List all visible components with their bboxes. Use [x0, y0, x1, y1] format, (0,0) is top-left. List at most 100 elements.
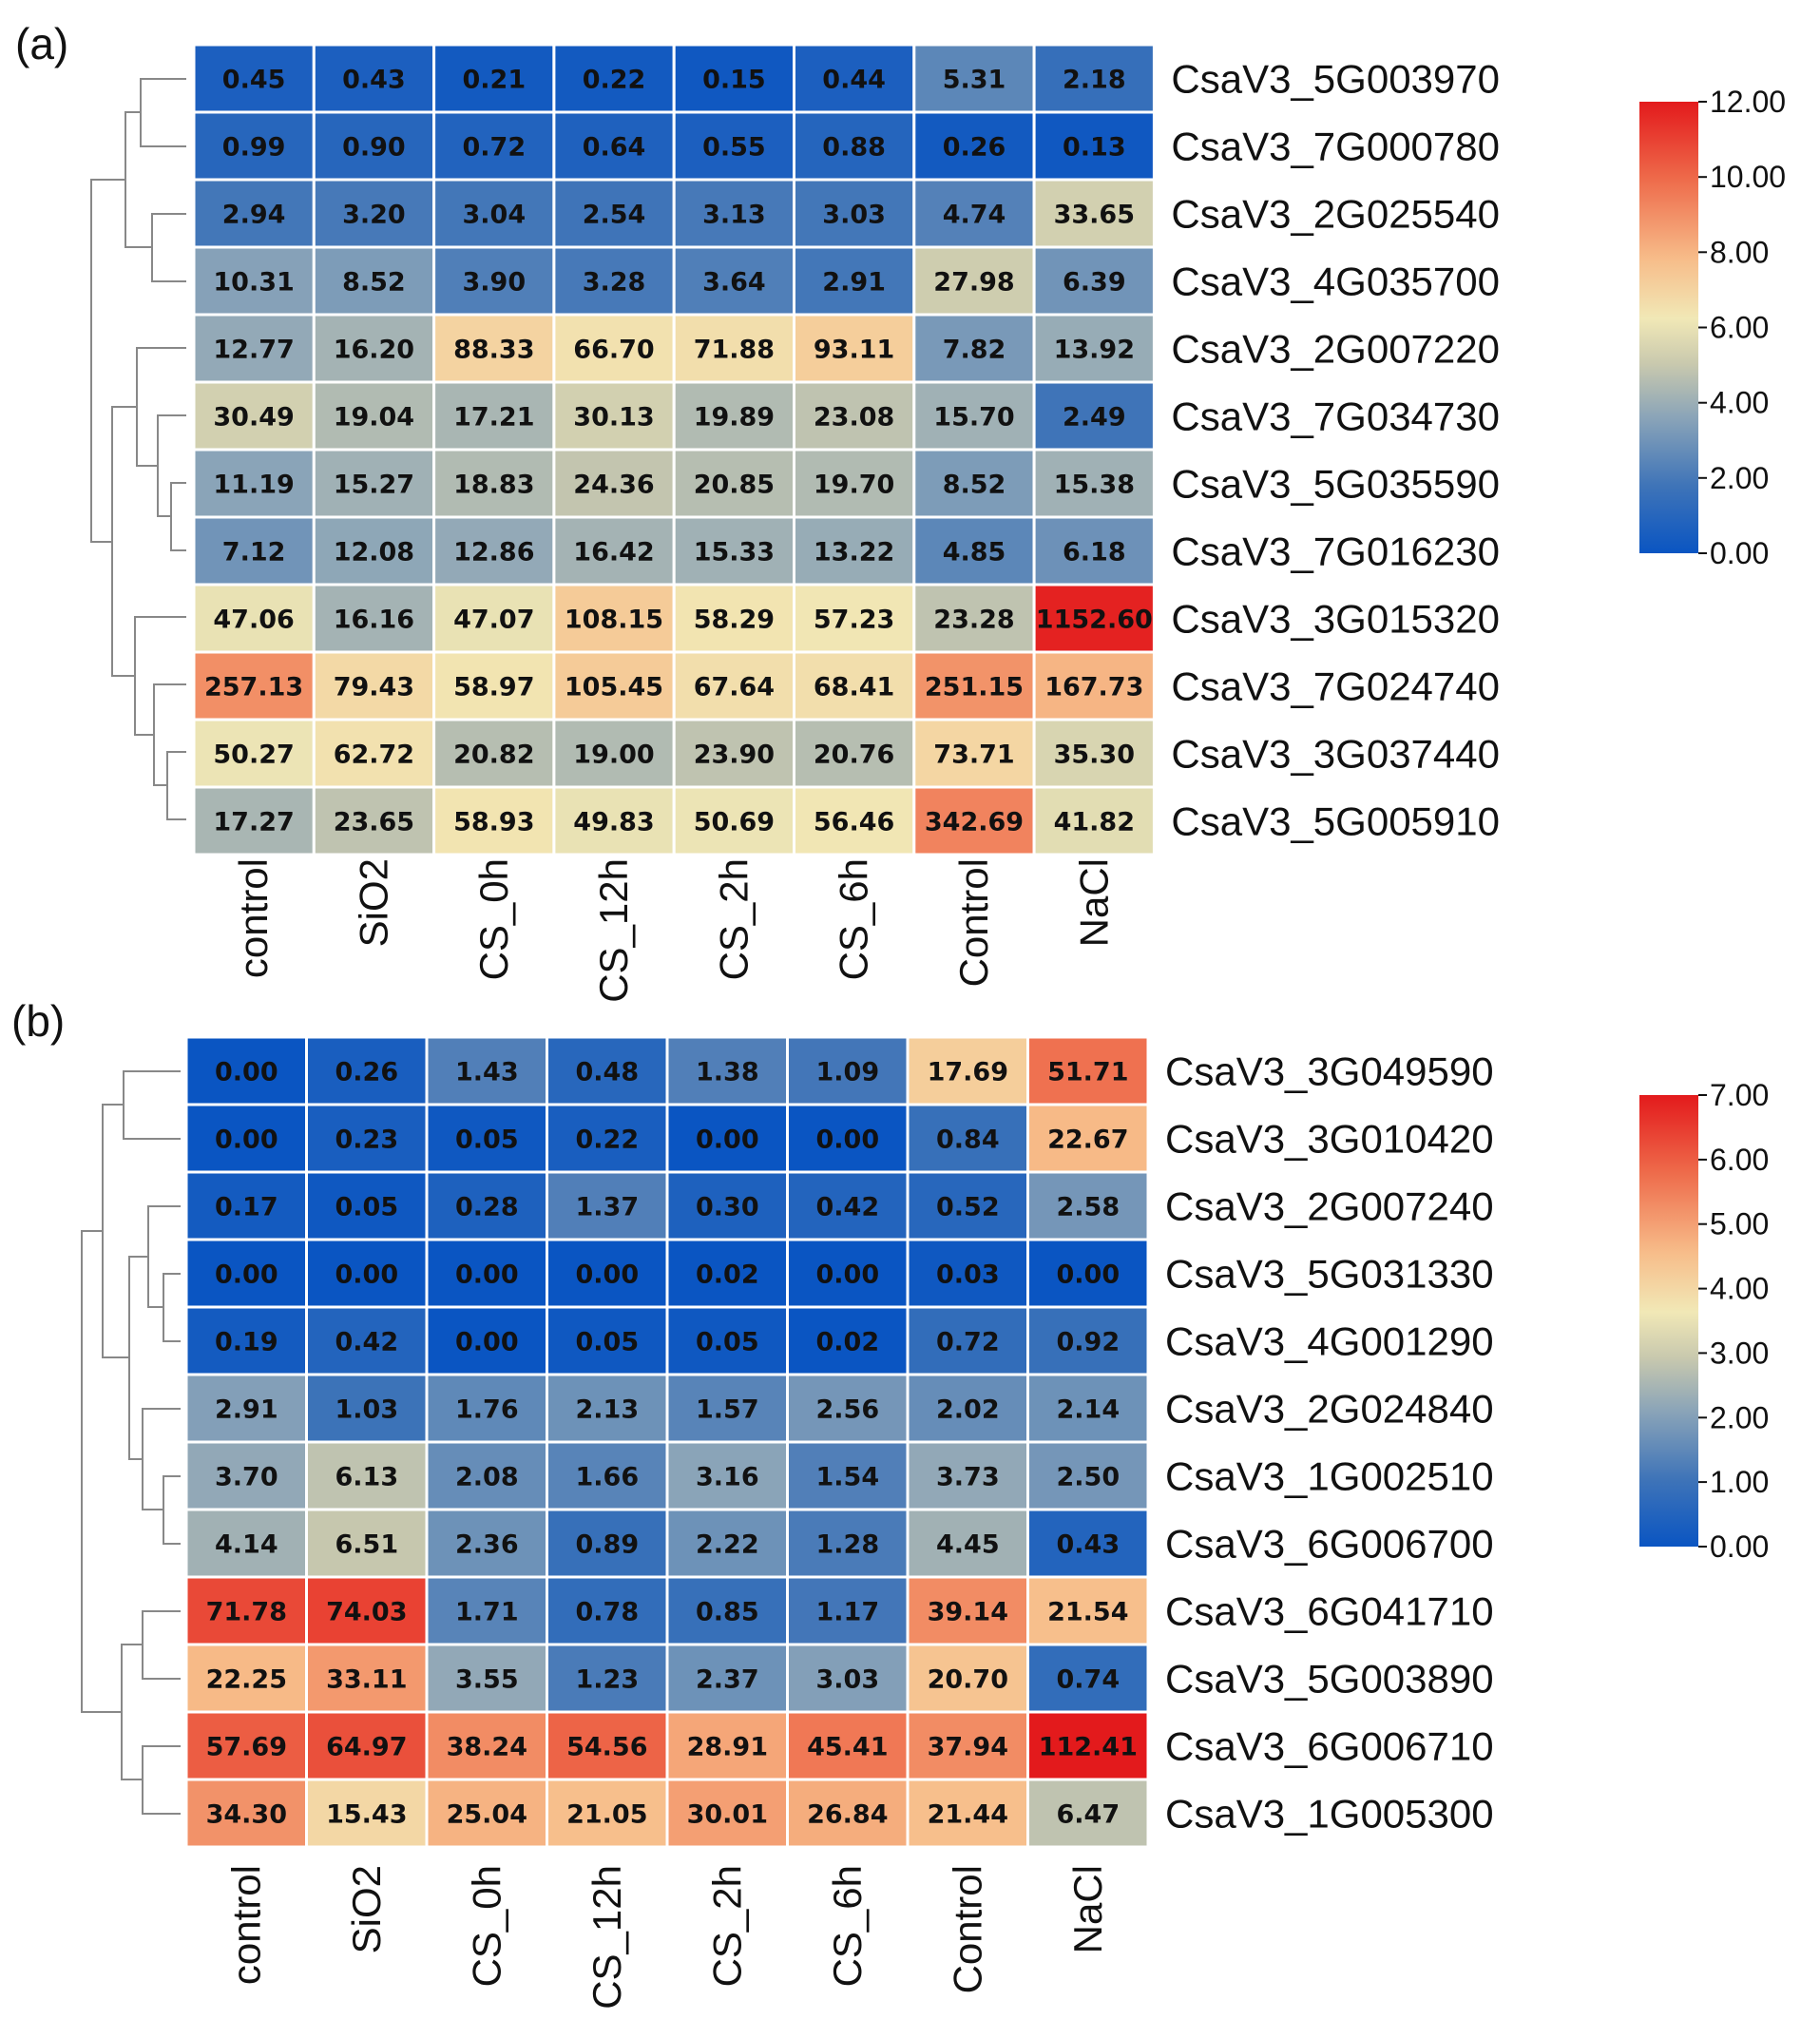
heatmap-b-cell-value: 0.26 — [335, 1058, 398, 1087]
heatmap-a-cell — [1032, 515, 1156, 587]
heatmap-b-cell-value: 0.02 — [815, 1328, 879, 1357]
heatmap-b-cells: 0.00 0.26 1.43 0.48 1.38 1.09 17.69 51.71 0.00 0.… — [184, 1035, 1150, 1849]
heatmap-b-cell-value: 0.22 — [575, 1125, 639, 1155]
heatmap-b-cell — [786, 1238, 910, 1309]
heatmap-b-column-label: CS_0h — [464, 1865, 508, 1987]
heatmap-a-column-label: Control — [951, 858, 996, 987]
heatmap-b-cell — [425, 1170, 548, 1241]
heatmap-b-cell — [1026, 1170, 1150, 1241]
heatmap-b-cell-value: 39.14 — [928, 1598, 1008, 1627]
dendrogram-a — [90, 78, 186, 820]
colorbar-b-gradient — [1639, 1095, 1698, 1547]
heatmap-b-cell — [425, 1508, 548, 1579]
heatmap-a-cell-value: 2.94 — [222, 201, 286, 230]
heatmap-b-cell — [425, 1710, 548, 1781]
heatmap-b-cell-value: 112.41 — [1039, 1733, 1138, 1762]
heatmap-b-cell — [786, 1508, 910, 1579]
heatmap-a-cell — [432, 583, 556, 654]
heatmap-b-cell-value: 0.74 — [1056, 1665, 1120, 1695]
heatmap-a-cell-value: 3.13 — [702, 201, 766, 230]
heatmap-a-cell-value: 6.18 — [1063, 538, 1126, 567]
heatmap-a-cell-value: 17.27 — [213, 808, 294, 837]
heatmap-a-cell-value: 257.13 — [204, 673, 303, 702]
heatmap-a-cell — [672, 448, 796, 519]
heatmap-b-cell-value: 1.09 — [815, 1058, 879, 1087]
colorbar-b-tick-label: 2.00 — [1710, 1400, 1769, 1434]
heatmap-b-cell-value: 2.22 — [696, 1530, 759, 1560]
colorbar-a-tick-label: 12.00 — [1710, 85, 1786, 119]
heatmap-b-cell-value: 3.70 — [215, 1463, 278, 1492]
heatmap-b-cell-value: 1.28 — [815, 1530, 879, 1560]
heatmap-b-cell — [184, 1305, 308, 1376]
heatmap-a-cell — [312, 650, 436, 721]
heatmap-a-cell-value: 23.28 — [933, 606, 1014, 635]
heatmap-a-cell — [672, 245, 796, 317]
colorbar-b-tick-label: 0.00 — [1710, 1529, 1769, 1564]
heatmap-b-cell — [305, 1778, 429, 1849]
heatmap-b-cell-value: 0.05 — [575, 1328, 639, 1357]
heatmap-b-cell-value: 74.03 — [326, 1598, 407, 1627]
heatmap-a-cell-value: 15.27 — [334, 471, 414, 500]
heatmap-a-row-label: CsaV3_4G035700 — [1171, 260, 1500, 304]
heatmap-a-cell — [912, 245, 1036, 317]
heatmap-a-cell-value: 68.41 — [814, 673, 894, 702]
heatmap-b-cell-value: 1.23 — [575, 1665, 639, 1695]
heatmap-b-cell-value: 0.05 — [696, 1328, 759, 1357]
colorbar-a-tick-label: 8.00 — [1710, 235, 1769, 269]
heatmap-a-cell-value: 2.49 — [1063, 403, 1126, 433]
heatmap-a-cell — [432, 650, 556, 721]
heatmap-b-cell-value: 1.17 — [815, 1598, 879, 1627]
heatmap-a-cell — [793, 43, 916, 114]
colorbar-b-tick-label: 3.00 — [1710, 1336, 1769, 1370]
heatmap-a-cell-value: 342.69 — [925, 808, 1024, 837]
heatmap-a-cell-value: 8.52 — [943, 471, 1006, 500]
heatmap-a-cell — [912, 718, 1036, 789]
heatmap-b-cell-value: 1.43 — [455, 1058, 519, 1087]
heatmap-a-cell-value: 23.90 — [694, 741, 775, 770]
heatmap-b-column-label: CS_2h — [704, 1865, 749, 1987]
heatmap-b-cell — [786, 1035, 910, 1106]
heatmap-a-cell-value: 23.65 — [334, 808, 414, 837]
heatmap-a-cell — [672, 313, 796, 384]
heatmap-b-cell — [305, 1373, 429, 1444]
heatmap-b-cell — [425, 1643, 548, 1714]
heatmap-b-cell-value: 6.47 — [1056, 1800, 1120, 1830]
heatmap-b-cell-value: 54.56 — [566, 1733, 647, 1762]
heatmap-a-cell-value: 0.26 — [943, 133, 1006, 163]
heatmap-b-row-label: CsaV3_1G002510 — [1165, 1454, 1494, 1499]
heatmap-b-cell-value: 64.97 — [326, 1733, 407, 1762]
heatmap-a-cell — [192, 718, 316, 789]
heatmap-a-cell-value: 49.83 — [573, 808, 654, 837]
heatmap-a-cell-value: 73.71 — [933, 741, 1014, 770]
heatmap-a-cell-value: 12.77 — [213, 336, 294, 365]
heatmap-b-column-label: SiO2 — [344, 1865, 389, 1953]
heatmap-a-cell-value: 3.28 — [583, 268, 646, 298]
heatmap-a-column-label: control — [231, 858, 276, 978]
heatmap-b-row-label: CsaV3_3G049590 — [1165, 1049, 1494, 1094]
heatmap-b-cell-value: 0.00 — [455, 1260, 519, 1290]
heatmap-b-cell — [786, 1373, 910, 1444]
heatmap-b-column-label: control — [223, 1865, 268, 1985]
heatmap-a-cell-value: 0.21 — [462, 66, 526, 95]
heatmap-a-cell — [1032, 110, 1156, 182]
heatmap-b-cell — [1026, 1305, 1150, 1376]
heatmap-b-cell-value: 21.54 — [1047, 1598, 1128, 1627]
heatmap-a-cell-value: 27.98 — [933, 268, 1014, 298]
heatmap-a-cell — [552, 650, 676, 721]
heatmap-b-row-label: CsaV3_2G007240 — [1165, 1184, 1494, 1229]
heatmap-a-cell-value: 0.45 — [222, 66, 286, 95]
heatmap-b-cell-value: 1.66 — [575, 1463, 639, 1492]
heatmap-b-row-label: CsaV3_5G003890 — [1165, 1657, 1494, 1702]
heatmap-a-cell-value: 0.72 — [462, 133, 526, 163]
heatmap-b-cell — [546, 1575, 669, 1646]
heatmap-b-column-label: CS_6h — [825, 1865, 870, 1987]
heatmap-a-row-label: CsaV3_2G007220 — [1171, 327, 1500, 372]
heatmap-b-cell — [1026, 1778, 1150, 1849]
heatmap-a-cell-value: 30.49 — [213, 403, 294, 433]
heatmap-b-cell-value: 45.41 — [807, 1733, 888, 1762]
heatmap-a-cell-value: 3.03 — [822, 201, 886, 230]
heatmap-b-cell-value: 22.67 — [1047, 1125, 1128, 1155]
heatmap-a-column-label: CS_12h — [591, 858, 636, 1003]
colorbar-a-tick-label: 2.00 — [1710, 461, 1769, 495]
